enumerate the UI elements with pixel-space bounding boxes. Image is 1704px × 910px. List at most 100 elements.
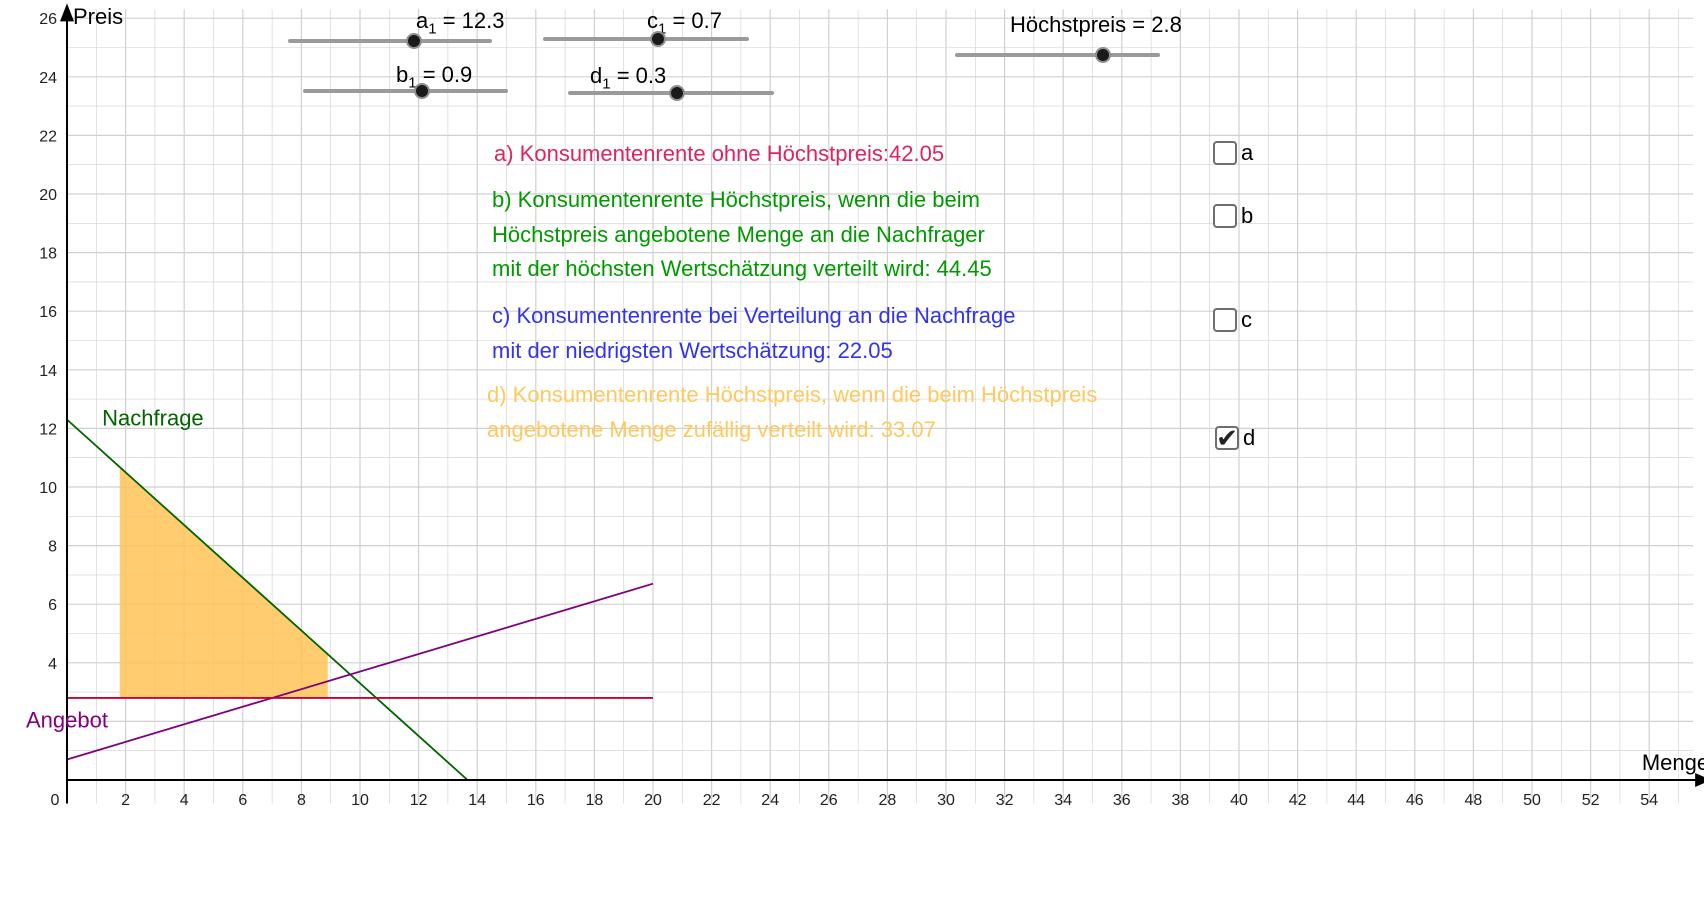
grid-lines	[67, 9, 1694, 804]
slider-c1[interactable]	[543, 24, 749, 54]
info-line: angebotene Menge zufällig verteilt wird:…	[487, 416, 936, 442]
checkbox-box[interactable]	[1213, 204, 1237, 228]
x-tick-label: 22	[703, 792, 721, 809]
y-tick-label: 4	[48, 656, 57, 673]
checkbox-box[interactable]	[1213, 141, 1237, 165]
x-tick-label: 16	[527, 792, 545, 809]
consumer-surplus-area	[119, 467, 328, 698]
x-tick-label: 2	[121, 792, 130, 809]
slider-handle[interactable]	[413, 83, 430, 99]
y-tick-label: 14	[39, 363, 57, 380]
checkbox-a[interactable]: a	[1213, 140, 1253, 166]
x-tick-label: 52	[1582, 792, 1600, 809]
slider-subscript: 1	[428, 20, 437, 38]
demand-line	[66, 418, 469, 781]
info-line: d) Konsumentenrente Höchstpreis, wenn di…	[487, 382, 1098, 407]
info-line: Höchstpreis angebotene Menge an die Nach…	[492, 221, 985, 247]
info-text-b: b) Konsumentenrente Höchstpreis, wenn di…	[492, 183, 992, 287]
slider-track	[543, 37, 749, 41]
x-tick-label: 14	[468, 792, 486, 809]
checkbox-b[interactable]: b	[1213, 203, 1253, 229]
slider-handle[interactable]	[650, 31, 667, 47]
x-tick-label: 42	[1289, 792, 1307, 809]
slider-subscript: 1	[658, 20, 667, 38]
slider-d1-label: d1 = 0.3	[590, 63, 667, 93]
x-tick-label: 0	[51, 792, 60, 809]
x-tick-label: 18	[586, 792, 604, 809]
checkbox-d[interactable]: ✔ d	[1215, 425, 1255, 451]
x-tick-label: 26	[820, 792, 838, 809]
x-tick-label: 36	[1113, 792, 1131, 809]
x-tick-label: 40	[1230, 792, 1248, 809]
y-tick-label: 26	[39, 11, 57, 28]
x-tick-label: 20	[644, 792, 662, 809]
slider-d1[interactable]	[568, 78, 774, 108]
x-tick-label: 8	[297, 792, 306, 809]
y-tick-label: 24	[39, 70, 57, 87]
y-tick-label: 12	[39, 421, 57, 438]
slider-c1-label: c1 = 0.7	[647, 8, 722, 38]
slider-handle[interactable]	[669, 85, 686, 101]
slider-subscript: 1	[408, 74, 417, 92]
slider-a1-label: a1 = 12.3	[416, 8, 505, 38]
y-tick-label: 20	[39, 187, 57, 204]
slider-handle[interactable]	[1094, 47, 1111, 63]
checkbox-label: c	[1241, 307, 1252, 332]
y-axis-title: Preis	[73, 4, 123, 29]
slider-b1-label: b1 = 0.9	[396, 62, 473, 92]
checkbox-c[interactable]: c	[1213, 307, 1252, 333]
info-line: a) Konsumentenrente ohne Höchstpreis:42.…	[494, 141, 945, 166]
slider-track	[303, 89, 508, 93]
y-tick-label: 18	[39, 246, 57, 263]
checkbox-label: d	[1243, 425, 1256, 450]
x-tick-label: 4	[180, 792, 189, 809]
info-line: c) Konsumentenrente bei Verteilung an di…	[492, 303, 1016, 328]
y-axis-arrow	[60, 3, 74, 22]
x-tick-label: 28	[879, 792, 897, 809]
info-line: b) Konsumentenrente Höchstpreis, wenn di…	[492, 187, 980, 212]
x-tick-label: 50	[1523, 792, 1541, 809]
checkbox-box[interactable]	[1213, 308, 1237, 332]
slider-subscript: 1	[602, 75, 611, 93]
x-tick-label: 44	[1347, 792, 1365, 809]
slider-hoechstpreis[interactable]	[955, 40, 1160, 70]
y-tick-label: 10	[39, 480, 57, 497]
info-text-c: c) Konsumentenrente bei Verteilung an di…	[492, 299, 1015, 368]
x-tick-label: 32	[996, 792, 1014, 809]
x-tick-label: 24	[761, 792, 779, 809]
x-tick-label: 10	[351, 792, 369, 809]
y-tick-label: 16	[39, 304, 57, 321]
checkmark-icon: ✔	[1216, 423, 1238, 453]
slider-a1[interactable]	[288, 26, 492, 56]
slider-handle[interactable]	[406, 33, 423, 49]
x-tick-label: 12	[410, 792, 428, 809]
info-text-a: a) Konsumentenrente ohne Höchstpreis:42.…	[494, 137, 944, 172]
curve-lines	[66, 418, 654, 781]
checkbox-box[interactable]: ✔	[1215, 423, 1239, 453]
y-tick-label: 8	[48, 539, 57, 556]
x-axis-title: Menge	[1642, 750, 1704, 775]
axes	[60, 3, 1704, 804]
x-tick-label: 30	[937, 792, 955, 809]
tick-labels: 0 2 4 6 8 10 12 14 16 18 20 22 24 26 28 30 32 34 36 38 40 42 4…	[39, 11, 1658, 809]
y-tick-label: 22	[39, 128, 57, 145]
info-line: mit der niedrigsten Wertschätzung: 22.05	[492, 337, 893, 363]
x-axis-arrow	[1695, 773, 1704, 787]
x-tick-label: 54	[1640, 792, 1658, 809]
checkbox-label: a	[1241, 140, 1254, 165]
slider-track	[288, 39, 492, 43]
x-tick-label: 38	[1172, 792, 1190, 809]
info-text-d: d) Konsumentenrente Höchstpreis, wenn di…	[487, 378, 1097, 447]
slider-b1[interactable]	[303, 76, 508, 106]
checkbox-label: b	[1241, 203, 1254, 228]
slider-track	[955, 53, 1160, 57]
demand-label: Nachfrage	[102, 405, 204, 430]
x-tick-label: 34	[1054, 792, 1072, 809]
curve-labels: Nachfrage Angebot	[26, 405, 204, 732]
slider-hoechstpreis-label: Höchstpreis = 2.8	[1010, 12, 1182, 37]
y-tick-label: 6	[48, 597, 57, 614]
x-tick-label: 6	[238, 792, 247, 809]
x-tick-label: 46	[1406, 792, 1424, 809]
